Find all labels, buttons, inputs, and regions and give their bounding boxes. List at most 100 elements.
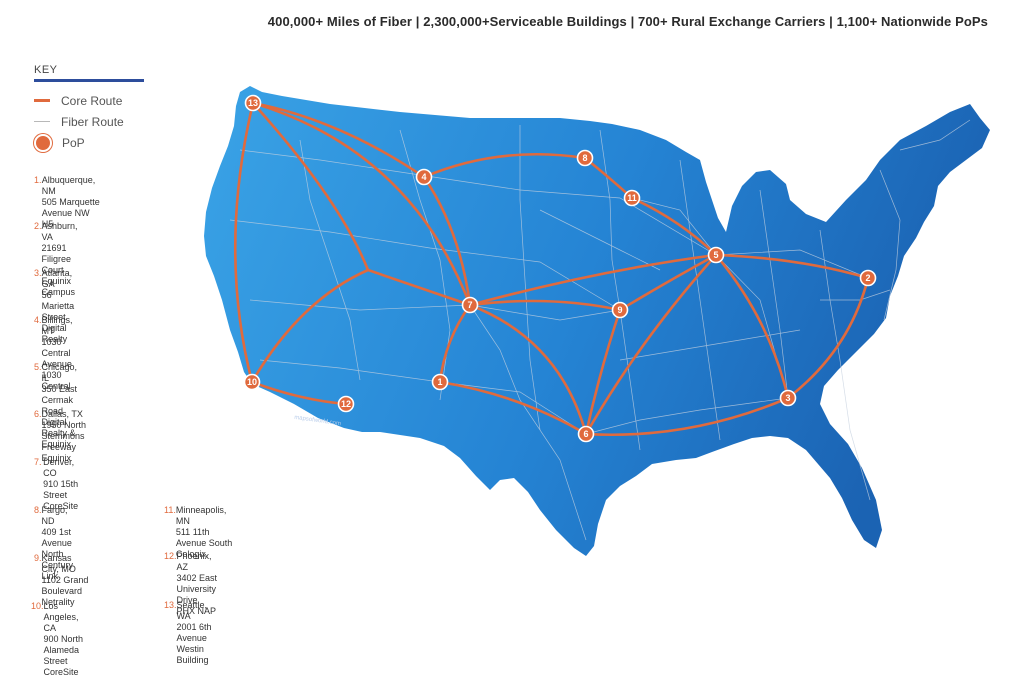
route-kansas-chicago xyxy=(618,253,718,312)
pop-entry-13: 13. Seattle, WA 2001 6th Avenue Westin Buil… xyxy=(164,600,214,666)
pop-number: 4. xyxy=(34,315,42,325)
pop-number: 10. xyxy=(31,601,44,611)
pop-number: 6. xyxy=(34,409,42,419)
route-chicago-dallas xyxy=(584,253,718,436)
pop-pin-12[interactable]: 12 xyxy=(337,395,355,413)
pop-facility: Netrality xyxy=(41,597,75,607)
key-fiber-route-label: Fiber Route xyxy=(61,114,124,129)
pop-number: 11. xyxy=(164,505,176,515)
route-ashburn-atlanta xyxy=(786,276,870,400)
pop-city: Kansas City, MO xyxy=(41,553,76,574)
svg-text:3: 3 xyxy=(785,393,790,403)
pop-address: 900 North Alameda Street xyxy=(43,634,84,666)
svg-text:6: 6 xyxy=(583,429,588,439)
pop-pins: 1 2 3 4 5 6 7 8 9 10 11 12 13 xyxy=(243,94,877,443)
pop-entry-7: 7. Denver, CO 910 15th Street CoreSite xyxy=(34,457,83,512)
route-dallas-atlanta xyxy=(584,396,790,437)
svg-text:7: 7 xyxy=(467,300,472,310)
pop-city: Billings, MT xyxy=(41,315,73,336)
svg-text:12: 12 xyxy=(341,399,351,409)
pop-pin-3[interactable]: 3 xyxy=(779,389,797,407)
pop-address: 505 Marquette Avenue NW xyxy=(41,197,100,218)
route-billings-denver xyxy=(422,175,472,307)
pop-entry-12: 12. Phoenix, AZ 3402 East University Drive… xyxy=(164,551,222,617)
pop-facility: Century Link xyxy=(41,560,74,581)
key-pop: PoP xyxy=(34,132,144,153)
pop-address: 910 15th Street xyxy=(43,479,79,500)
pop-pin-2[interactable]: 2 xyxy=(859,269,877,287)
pop-facility: PHX NAP xyxy=(176,606,217,616)
pop-number: 3. xyxy=(34,268,42,278)
fiber-routes xyxy=(229,119,971,541)
route-seattle-la xyxy=(233,101,255,384)
route-la-saltlake xyxy=(250,268,370,384)
pop-facility: H5 xyxy=(41,219,54,229)
pop-address: 1030 Central Avenue xyxy=(41,337,72,369)
pop-entry-5: 5. Chicago, IL 350 East Cermak Road Digital… xyxy=(34,362,84,450)
svg-text:5: 5 xyxy=(713,250,718,260)
pop-city: Albuquerque, NM xyxy=(41,175,96,196)
pop-city: Los Angeles, CA xyxy=(43,601,79,633)
pop-pin-6[interactable]: 6 xyxy=(577,425,595,443)
pop-pin-13[interactable]: 13 xyxy=(244,94,262,112)
pop-entry-4: 4. Billings, MT 1030 Central Avenue 1030 Ce… xyxy=(34,315,79,392)
pop-pin-10[interactable]: 10 xyxy=(243,373,261,391)
svg-text:13: 13 xyxy=(248,98,258,108)
pop-city: Atlanta, GA xyxy=(41,268,73,289)
pop-facility: CoreSite xyxy=(43,501,79,511)
pop-number: 9. xyxy=(34,553,42,563)
route-chicago-ashburn xyxy=(714,253,870,280)
pop-address: 350 East Cermak Road xyxy=(41,384,78,416)
pop-number: 8. xyxy=(34,505,42,515)
pop-pin-8[interactable]: 8 xyxy=(576,149,594,167)
pop-facility: Digital Realty & Equinix xyxy=(41,417,76,449)
pop-entry-10: 10. Los Angeles, CA 900 North Alameda Stre… xyxy=(31,601,84,678)
pop-number: 13. xyxy=(164,600,177,610)
route-seattle-billings xyxy=(251,101,426,179)
pop-pin-5[interactable]: 5 xyxy=(707,246,725,264)
pop-city: Minneapolis, MN xyxy=(175,505,227,526)
map-key: KEY Core Route Fiber Route PoP xyxy=(34,64,144,153)
pop-pin-4[interactable]: 4 xyxy=(415,168,433,186)
svg-text:11: 11 xyxy=(627,193,637,203)
pop-pin-9[interactable]: 9 xyxy=(611,301,629,319)
pop-city: Denver, CO xyxy=(43,457,75,478)
pop-address: 1950 North Stemmons Freeway xyxy=(41,420,87,452)
pop-city: Seattle, WA xyxy=(176,600,208,621)
route-denver-kansas xyxy=(468,299,622,312)
pop-entry-9: 9. Kansas City, MO 1102 Grand Boulevard Net… xyxy=(34,553,89,608)
key-core-route: Core Route xyxy=(34,90,144,111)
core-route-swatch xyxy=(34,99,50,102)
pop-facility: 1030 Central xyxy=(41,370,71,391)
pop-pin-11[interactable]: 11 xyxy=(623,189,641,207)
svg-text:1: 1 xyxy=(437,377,442,387)
pop-entry-11: 11. Minneapolis, MN 511 11th Avenue South C… xyxy=(164,505,233,560)
pop-city: Chicago, IL xyxy=(41,362,78,383)
svg-text:10: 10 xyxy=(247,377,257,387)
pop-entry-6: 6. Dallas, TX 1950 North Stemmons Freeway E… xyxy=(34,409,91,464)
svg-text:4: 4 xyxy=(421,172,426,182)
pop-number: 7. xyxy=(34,457,42,467)
us-landmass xyxy=(204,86,990,556)
pop-pin-1[interactable]: 1 xyxy=(431,373,449,391)
pop-entry-8: 8. Fargo, ND 409 1st Avenue North Century L… xyxy=(34,505,80,582)
route-denver-dallas xyxy=(468,303,588,436)
pop-address: 2001 6th Avenue xyxy=(176,622,212,643)
pop-facility: Equinix xyxy=(41,453,72,463)
key-core-route-label: Core Route xyxy=(61,93,123,108)
pop-city: Fargo, ND xyxy=(41,505,68,526)
key-pop-label: PoP xyxy=(62,135,85,150)
fiber-route-swatch xyxy=(34,121,50,122)
svg-text:2: 2 xyxy=(865,273,870,283)
pop-pin-7[interactable]: 7 xyxy=(461,296,479,314)
pop-number: 12. xyxy=(164,551,177,561)
route-albuquerque-dallas xyxy=(438,380,588,436)
pop-address: 1102 Grand Boulevard xyxy=(41,575,89,596)
pop-address: 3402 East University Drive xyxy=(176,573,218,605)
pop-address: 409 1st Avenue North xyxy=(41,527,72,559)
pop-city: Dallas, TX xyxy=(41,409,83,419)
pop-entry-3: 3. Atlanta, GA 56 Marietta Street Digital R… xyxy=(34,268,81,345)
key-title: KEY xyxy=(34,64,144,82)
route-la-phoenix xyxy=(250,380,348,406)
